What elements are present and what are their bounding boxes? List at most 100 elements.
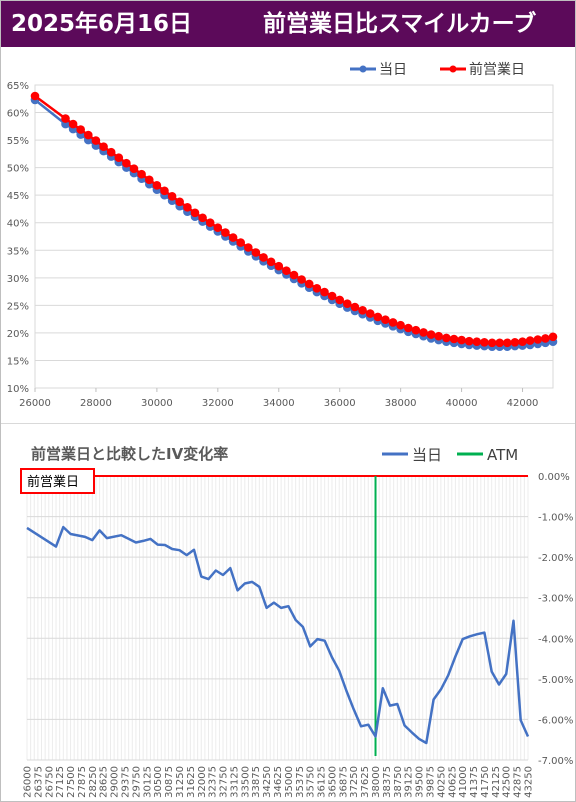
x-tick-label: 35000 <box>284 766 295 798</box>
x-tick-label: 27125 <box>55 766 66 798</box>
y-tick-label: 10% <box>7 384 29 395</box>
y-tick-label: 65% <box>7 81 29 92</box>
data-point-prev <box>61 114 70 123</box>
data-point-prev <box>213 223 223 232</box>
x-tick-label: 28250 <box>88 766 99 798</box>
x-tick-label: 28000 <box>80 398 112 409</box>
x-tick-label: 35750 <box>306 766 317 798</box>
x-tick-label: 32375 <box>208 766 219 798</box>
x-tick-label: 30125 <box>142 766 153 798</box>
x-tick-label: 41000 <box>458 766 469 798</box>
y-tick-label: -5.00% <box>538 675 573 686</box>
data-point-prev <box>350 302 360 312</box>
data-point-prev <box>30 91 40 101</box>
data-point-prev <box>464 336 474 346</box>
data-point-prev <box>152 181 162 190</box>
series-line-today <box>34 98 554 348</box>
data-point-prev <box>76 125 85 134</box>
x-tick-label: 29000 <box>110 766 121 798</box>
data-point-prev <box>160 186 169 196</box>
data-point-prev <box>495 338 505 348</box>
x-tick-label: 39875 <box>426 766 437 798</box>
x-tick-label: 34250 <box>262 766 273 798</box>
data-point-prev <box>198 213 207 223</box>
x-tick-label: 38000 <box>385 398 417 409</box>
data-point-prev <box>190 208 200 218</box>
x-tick-label: 39125 <box>404 766 415 798</box>
y-tick-label: -6.00% <box>538 715 573 726</box>
x-tick-label: 30500 <box>153 766 164 798</box>
x-tick-label: 40625 <box>447 766 458 798</box>
x-tick-label: 32750 <box>219 766 230 798</box>
data-point-prev <box>503 338 512 348</box>
data-point-prev <box>442 333 451 343</box>
y-tick-label: -1.00% <box>538 513 573 524</box>
x-tick-label: 30000 <box>141 398 173 409</box>
data-point-prev <box>434 331 444 341</box>
data-point-prev <box>183 203 192 212</box>
x-tick-label: 27500 <box>66 766 77 798</box>
data-point-prev <box>122 158 131 168</box>
top-chart-legend: 当日 前営業日 <box>350 61 525 78</box>
data-point-prev <box>419 328 428 337</box>
iv-chart-y-ticks: 0.00% -1.00% -2.00% -3.00% -4.00% -5.00% -6.00… <box>538 472 573 767</box>
data-point-prev <box>381 315 390 325</box>
smile-curve-chart: 10% 15% 20% 25% 30% 35% 40% 45% 50% 55% 60% 65% 260… <box>7 61 558 409</box>
top-chart-gridlines <box>34 84 554 392</box>
x-tick-label: 35375 <box>295 766 306 798</box>
data-point-prev <box>388 318 398 327</box>
x-tick-label: 42875 <box>513 766 524 798</box>
data-point-prev <box>312 284 322 293</box>
data-point-prev <box>145 175 154 185</box>
data-point-prev <box>205 218 215 227</box>
iv-chart-gridlines <box>26 475 529 761</box>
x-tick-label: 34000 <box>263 398 295 409</box>
legend-label-today: 当日 <box>379 62 407 78</box>
data-point-prev <box>99 142 108 151</box>
data-point-prev <box>426 330 436 339</box>
data-point-prev <box>289 270 299 280</box>
baseline-label: 前営業日 <box>27 474 79 490</box>
data-point-prev <box>548 332 558 342</box>
x-tick-label: 42125 <box>491 766 502 798</box>
x-tick-label: 26000 <box>23 766 34 798</box>
x-tick-label: 26000 <box>19 398 51 409</box>
x-tick-label: 41750 <box>480 766 491 798</box>
x-tick-label: 38750 <box>393 766 404 798</box>
legend-label-atm: ATM <box>487 446 518 464</box>
legend-label-prev: 前営業日 <box>469 61 525 78</box>
y-tick-label: 55% <box>7 136 29 147</box>
data-point-prev <box>236 238 245 247</box>
x-tick-label: 34625 <box>273 766 284 798</box>
data-point-prev <box>404 323 413 333</box>
data-point-prev <box>373 312 383 322</box>
data-point-prev <box>365 309 375 318</box>
data-point-prev <box>114 153 124 162</box>
data-point-prev <box>457 335 466 345</box>
data-point-prev <box>259 253 268 262</box>
data-point-prev <box>282 266 291 275</box>
x-tick-label: 29375 <box>121 766 132 798</box>
y-tick-label: -7.00% <box>538 756 573 767</box>
data-point-prev <box>91 136 101 145</box>
data-point-prev <box>518 337 527 347</box>
baseline-label-box: 前営業日 <box>20 468 95 494</box>
x-tick-label: 29750 <box>131 766 142 798</box>
x-tick-label: 32000 <box>202 398 234 409</box>
data-point-prev <box>472 337 482 347</box>
data-point-prev <box>167 192 177 201</box>
x-tick-label: 31250 <box>175 766 186 798</box>
data-point-prev <box>297 275 306 284</box>
x-tick-label: 37625 <box>360 766 371 798</box>
baseline-label-frame <box>20 468 95 494</box>
data-point-prev <box>221 228 230 237</box>
x-tick-label: 28625 <box>99 766 110 798</box>
legend-label-iv: 当日 <box>412 446 442 464</box>
data-point-prev <box>175 197 184 207</box>
x-tick-label: 42000 <box>507 398 539 409</box>
iv-chart-x-ticks: 26000 26375 26750 27125 27500 27875 28250 28625… <box>23 766 535 798</box>
data-point-prev <box>449 334 459 344</box>
header-date: 2025年6月16日 <box>11 11 193 37</box>
data-point-prev <box>411 325 421 335</box>
x-tick-label: 33875 <box>251 766 262 798</box>
